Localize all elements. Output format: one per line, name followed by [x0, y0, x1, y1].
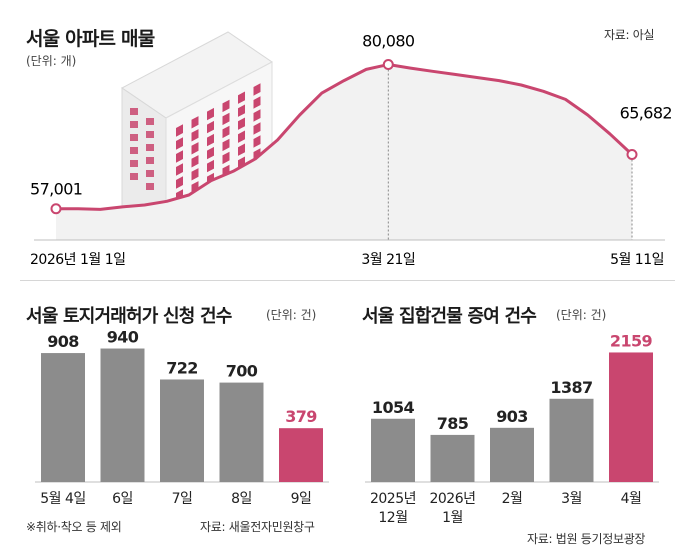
building-window	[146, 183, 154, 190]
listings-area	[56, 64, 632, 240]
section-divider	[20, 280, 675, 281]
bar-category-label-1: 6일	[112, 491, 133, 507]
building-window	[176, 137, 183, 150]
bar-value-label-4: 2159	[610, 331, 653, 350]
bar-1	[100, 348, 145, 482]
building-window	[222, 138, 230, 152]
x-label-start: 2026년 1월 1일	[30, 252, 125, 268]
bar-category-label-2: 2월	[502, 491, 523, 507]
x-label-peak: 3월 21일	[361, 252, 415, 268]
building-window	[146, 118, 154, 125]
bar-category-label-3: 3월	[561, 491, 582, 507]
bar-value-label-4: 379	[285, 407, 317, 426]
start-point-marker	[50, 203, 62, 215]
building-window	[207, 159, 214, 173]
bar-category-label-2: 7일	[172, 491, 193, 507]
x-label-end: 5월 11일	[610, 252, 664, 268]
building-window	[130, 134, 138, 141]
bar-category-label-1: 2026년	[429, 491, 475, 507]
building-window	[191, 155, 199, 168]
building-window	[130, 173, 138, 180]
bar-0	[371, 418, 415, 482]
building-window	[253, 122, 261, 135]
building-window	[238, 117, 245, 130]
apartment-listings-chart: 57,001 80,080 65,682 2026년 1월 1일 3월 21일 …	[30, 31, 673, 268]
building-window	[130, 160, 138, 167]
bar-3	[549, 398, 594, 482]
peak-value-label: 80,080	[362, 32, 415, 51]
chart1-unit: (단위: 개)	[26, 54, 77, 68]
building-window	[253, 109, 261, 122]
chart2-unit: (단위: 건)	[266, 308, 317, 322]
building-window	[176, 124, 183, 137]
bar-value-label-0: 908	[47, 332, 79, 351]
building-window	[146, 144, 154, 151]
building-window	[176, 176, 183, 189]
building-window	[146, 157, 154, 164]
start-value-label: 57,001	[30, 180, 82, 199]
building-window	[146, 131, 154, 138]
chart3-unit: (단위: 건)	[556, 308, 607, 322]
bar-4	[279, 428, 323, 482]
building-window	[191, 142, 199, 155]
chart3-title: 서울 집합건물 증여 건수	[362, 306, 537, 327]
bar-category-label-3: 8일	[231, 491, 252, 507]
building-window	[222, 112, 230, 126]
building-window	[238, 130, 245, 143]
building-window	[191, 129, 199, 142]
building-window	[207, 146, 214, 160]
bar-1	[430, 434, 475, 482]
building-window	[253, 96, 261, 109]
end-value-label: 65,682	[620, 103, 672, 122]
peak-point-marker	[382, 59, 394, 70]
building-window	[207, 120, 214, 134]
bar-0	[41, 353, 85, 482]
building-window	[176, 163, 183, 176]
end-point-marker	[626, 148, 638, 160]
building-window	[253, 135, 261, 148]
bar-3	[219, 382, 264, 482]
bar-2	[490, 427, 534, 482]
chart1-title: 서울 아파트 매물	[26, 28, 155, 50]
bar-category-label-0: 2025년	[370, 491, 416, 507]
bar-value-label-0: 1054	[372, 398, 415, 417]
building-window	[222, 151, 230, 165]
chart2-note: ※취하·착오 등 제외	[26, 520, 122, 534]
bar-category-label-0: 12월	[378, 510, 407, 526]
building-window	[130, 108, 138, 115]
land-permit-bar-chart: 908 5월 4일 940 6일 722 7일 700 8일 379 9일	[35, 330, 329, 507]
building-window	[222, 99, 230, 113]
building-window	[238, 143, 245, 156]
chart1-source: 자료: 아실	[604, 28, 655, 42]
chart2-source: 자료: 새울전자민원창구	[200, 520, 315, 534]
building-window	[130, 121, 138, 128]
chart2-title: 서울 토지거래허가 신청 건수	[26, 306, 232, 327]
building-window	[238, 91, 245, 104]
building-window	[176, 150, 183, 163]
building-window	[146, 170, 154, 177]
bar-value-label-3: 700	[226, 362, 258, 381]
bar-2	[160, 379, 204, 482]
building-window	[207, 107, 214, 121]
bar-category-label-4: 4월	[621, 491, 642, 507]
building-window	[130, 147, 138, 154]
bar-value-label-1: 940	[107, 330, 139, 347]
building-window	[191, 168, 199, 181]
chart3-source: 자료: 법원 등기정보광장	[527, 532, 646, 546]
bar-category-label-0: 5월 4일	[40, 491, 86, 507]
building-window	[191, 116, 199, 129]
bar-4	[609, 352, 653, 482]
bar-value-label-1: 785	[437, 414, 469, 433]
building-window	[238, 104, 245, 117]
gift-transfer-bar-chart: 1054 2025년 12월 785 2026년 1월 903 2월 1387 3월 2159 4월	[365, 331, 659, 526]
bar-category-label-1: 1월	[442, 510, 463, 526]
building-window	[222, 125, 230, 139]
bar-value-label-2: 722	[166, 358, 198, 377]
bar-value-label-3: 1387	[550, 378, 592, 397]
bar-value-label-2: 903	[496, 407, 528, 426]
building-window	[207, 133, 214, 147]
building-window	[253, 83, 261, 96]
listings-line	[55, 63, 634, 211]
bar-category-label-4: 9일	[291, 491, 312, 507]
